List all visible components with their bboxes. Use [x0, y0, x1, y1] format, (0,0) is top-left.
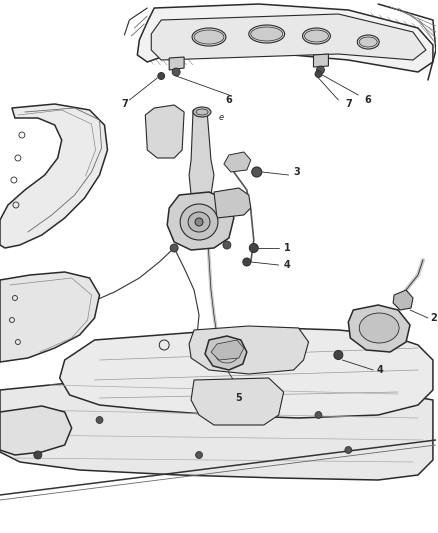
Circle shape: [243, 258, 251, 266]
Ellipse shape: [249, 25, 285, 43]
Text: 7: 7: [121, 99, 128, 109]
Polygon shape: [224, 152, 251, 172]
Circle shape: [315, 411, 322, 418]
Text: 6: 6: [226, 95, 232, 105]
Circle shape: [195, 451, 202, 458]
Text: 2: 2: [430, 313, 437, 323]
Polygon shape: [0, 406, 72, 455]
Polygon shape: [393, 290, 413, 310]
Text: 4: 4: [376, 365, 383, 375]
Ellipse shape: [251, 27, 283, 41]
Polygon shape: [0, 104, 107, 248]
Polygon shape: [60, 328, 433, 418]
Polygon shape: [205, 336, 247, 370]
Polygon shape: [189, 326, 308, 374]
Polygon shape: [169, 57, 184, 70]
Polygon shape: [314, 54, 328, 67]
Circle shape: [96, 416, 103, 424]
Ellipse shape: [193, 107, 211, 117]
Ellipse shape: [194, 30, 224, 44]
Circle shape: [34, 451, 42, 459]
Polygon shape: [151, 14, 426, 60]
Text: 3: 3: [293, 167, 300, 177]
Ellipse shape: [357, 35, 379, 49]
Ellipse shape: [180, 204, 218, 240]
Ellipse shape: [359, 313, 399, 343]
Polygon shape: [214, 188, 251, 218]
Polygon shape: [145, 105, 184, 158]
Polygon shape: [189, 110, 214, 198]
Circle shape: [249, 244, 258, 253]
Circle shape: [172, 68, 180, 76]
Circle shape: [223, 241, 231, 249]
Circle shape: [334, 351, 343, 359]
Polygon shape: [0, 378, 433, 480]
Polygon shape: [191, 378, 284, 425]
Polygon shape: [167, 192, 234, 250]
Text: 6: 6: [365, 95, 371, 105]
Text: 4: 4: [284, 260, 290, 270]
Text: 5: 5: [236, 393, 242, 403]
Circle shape: [345, 447, 352, 454]
Polygon shape: [138, 4, 433, 72]
Text: 1: 1: [284, 243, 290, 253]
Ellipse shape: [359, 37, 377, 47]
Polygon shape: [348, 305, 410, 352]
Ellipse shape: [303, 28, 330, 44]
Polygon shape: [0, 272, 99, 362]
Text: e: e: [219, 114, 223, 123]
Ellipse shape: [195, 218, 203, 226]
Circle shape: [315, 70, 322, 77]
Ellipse shape: [304, 30, 328, 42]
Circle shape: [158, 72, 165, 79]
Circle shape: [170, 244, 178, 252]
Text: 7: 7: [345, 99, 352, 109]
Circle shape: [252, 167, 262, 177]
Ellipse shape: [192, 28, 226, 46]
Circle shape: [317, 66, 325, 74]
Ellipse shape: [188, 212, 210, 232]
Polygon shape: [211, 340, 244, 360]
